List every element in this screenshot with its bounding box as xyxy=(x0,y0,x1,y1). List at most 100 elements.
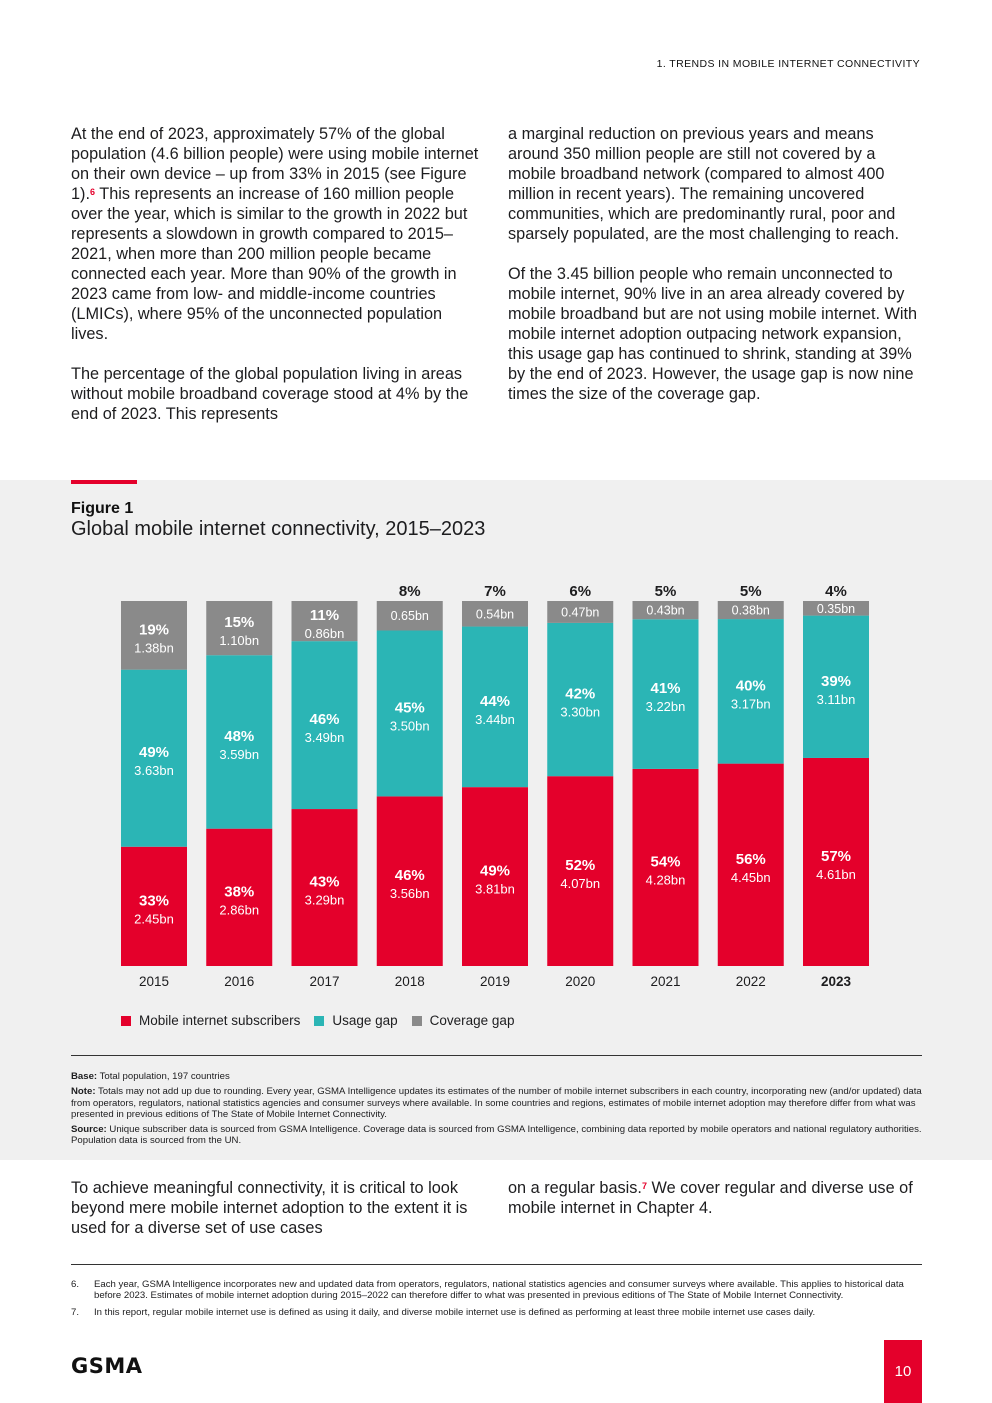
label-pct-0-2019: 49% xyxy=(480,863,510,880)
label-pct-2-2020: 6% xyxy=(569,583,591,600)
label-pct-1-2022: 40% xyxy=(736,677,766,694)
label-value-2-2023: 0.35bn xyxy=(817,602,855,616)
label-value-0-2015: 2.45bn xyxy=(134,911,174,926)
bar-usage-gap-2021 xyxy=(632,619,699,769)
bar-usage-gap-2019 xyxy=(462,626,528,788)
footnote-ref-7[interactable]: 7 xyxy=(641,1181,647,1191)
label-pct-2-2021: 5% xyxy=(655,583,677,600)
intro-paragraph-4: Of the 3.45 billion people who remain un… xyxy=(508,265,918,403)
legend-label-coverage-gap: Coverage gap xyxy=(429,1013,515,1028)
footnote-7: 7. In this report, regular mobile intern… xyxy=(71,1307,816,1318)
label-pct-0-2023: 57% xyxy=(821,848,851,865)
bar-usage-gap-2016 xyxy=(206,655,273,829)
outro-left-column: To achieve meaningful connectivity, it i… xyxy=(71,1178,481,1258)
legend-item-usage-gap: Usage gap xyxy=(314,1013,398,1028)
bar-usage-gap-2023 xyxy=(803,615,869,758)
label-pct-1-2020: 42% xyxy=(565,686,595,703)
label-value-2-2017: 0.86bn xyxy=(305,626,345,641)
label-pct-0-2022: 56% xyxy=(736,851,766,868)
intro-left-column: At the end of 2023, approximately 57% of… xyxy=(71,124,481,444)
label-value-2-2015: 1.38bn xyxy=(134,640,174,655)
label-pct-2-2023: 4% xyxy=(825,583,847,600)
figure-label: Figure 1 xyxy=(71,500,134,517)
label-value-0-2016: 2.86bn xyxy=(219,902,259,917)
label-pct-0-2020: 52% xyxy=(565,857,595,874)
bar-coverage-gap-2019 xyxy=(462,601,528,627)
label-value-2-2020: 0.47bn xyxy=(561,606,599,620)
label-pct-1-2017: 46% xyxy=(309,711,339,728)
bar-usage-gap-2015 xyxy=(121,669,187,847)
label-pct-0-2021: 54% xyxy=(650,853,680,870)
note-base: Base: Total population, 197 countries xyxy=(71,1071,230,1082)
outro-paragraph-right: on a regular basis.7 We cover regular an… xyxy=(508,1179,913,1217)
legend-label-subscribers: Mobile internet subscribers xyxy=(139,1013,301,1028)
x-tick-2018: 2018 xyxy=(395,974,425,989)
label-pct-2-2022: 5% xyxy=(740,583,762,600)
label-value-1-2018: 3.50bn xyxy=(390,718,430,733)
bar-mobile-internet-subscribers-2019 xyxy=(462,787,528,966)
intro-paragraph-3: a marginal reduction on previous years a… xyxy=(508,125,899,243)
label-value-0-2017: 3.29bn xyxy=(305,893,345,908)
label-pct-1-2023: 39% xyxy=(821,673,851,690)
bar-coverage-gap-2017 xyxy=(291,601,358,642)
label-value-2-2019: 0.54bn xyxy=(476,607,514,621)
x-tick-2017: 2017 xyxy=(309,974,339,989)
x-tick-2020: 2020 xyxy=(565,974,595,989)
x-tick-2015: 2015 xyxy=(139,974,169,989)
label-pct-0-2018: 46% xyxy=(395,867,425,884)
bar-mobile-internet-subscribers-2018 xyxy=(376,796,443,966)
legend-label-usage-gap: Usage gap xyxy=(332,1013,398,1028)
section-header: 1. TRENDS IN MOBILE INTERNET CONNECTIVIT… xyxy=(656,58,920,70)
label-pct-0-2016: 38% xyxy=(224,883,254,900)
label-value-1-2021: 3.22bn xyxy=(646,699,686,714)
footnote-6: 6. Each year, GSMA Intelligence incorpor… xyxy=(71,1279,904,1301)
label-value-1-2023: 3.11bn xyxy=(817,692,856,707)
label-pct-1-2018: 45% xyxy=(395,699,425,716)
intro-paragraph-2: The percentage of the global population … xyxy=(71,365,469,423)
intro-paragraph-1: At the end of 2023, approximately 57% of… xyxy=(71,125,479,343)
label-pct-0-2015: 33% xyxy=(139,892,169,909)
bar-coverage-gap-2020 xyxy=(547,601,614,623)
note-note: Note: Totals may not add up due to round… xyxy=(71,1086,922,1120)
accent-rule xyxy=(71,480,137,484)
label-pct-1-2015: 49% xyxy=(139,744,169,761)
label-pct-2-2016: 15% xyxy=(224,614,254,631)
label-value-0-2020: 4.07bn xyxy=(560,876,600,891)
bar-coverage-gap-2023 xyxy=(803,601,869,616)
legend-item-coverage-gap: Coverage gap xyxy=(411,1013,515,1028)
x-tick-2021: 2021 xyxy=(650,974,680,989)
outro-paragraph-left: To achieve meaningful connectivity, it i… xyxy=(71,1179,468,1237)
label-value-2-2021: 0.43bn xyxy=(646,604,684,618)
legend-item-subscribers: Mobile internet subscribers xyxy=(121,1013,300,1028)
bar-coverage-gap-2018 xyxy=(376,601,443,631)
bar-coverage-gap-2016 xyxy=(206,601,273,656)
bar-usage-gap-2017 xyxy=(291,641,358,810)
note-source: Source: Unique subscriber data is source… xyxy=(71,1124,922,1147)
legend-swatch-subscribers xyxy=(121,1015,131,1026)
page-number: 10 xyxy=(884,1340,922,1403)
bar-mobile-internet-subscribers-2016 xyxy=(206,828,273,966)
label-pct-2-2017: 11% xyxy=(310,607,339,624)
label-value-0-2019: 3.81bn xyxy=(475,882,515,897)
label-value-0-2022: 4.45bn xyxy=(731,870,771,885)
x-tick-2022: 2022 xyxy=(736,974,766,989)
footnote-ref-6[interactable]: 6 xyxy=(90,187,96,197)
label-pct-2-2015: 19% xyxy=(139,621,169,638)
label-pct-1-2019: 44% xyxy=(480,693,510,710)
bar-coverage-gap-2015 xyxy=(121,601,187,670)
bar-mobile-internet-subscribers-2020 xyxy=(547,776,614,966)
figure-title: Global mobile internet connectivity, 201… xyxy=(71,518,486,540)
bar-mobile-internet-subscribers-2022 xyxy=(717,763,784,966)
label-pct-0-2017: 43% xyxy=(309,874,339,891)
figure-notes: Base: Total population, 197 countries No… xyxy=(71,1071,922,1151)
label-value-1-2019: 3.44bn xyxy=(475,712,515,727)
label-value-2-2018: 0.65bn xyxy=(391,609,429,623)
label-value-0-2021: 4.28bn xyxy=(646,872,686,887)
label-value-0-2023: 4.61bn xyxy=(816,867,856,882)
label-value-2-2016: 1.10bn xyxy=(219,633,259,648)
figure-divider xyxy=(71,1055,922,1056)
bar-mobile-internet-subscribers-2017 xyxy=(291,809,358,966)
x-tick-2023: 2023 xyxy=(821,974,852,989)
label-value-1-2015: 3.63bn xyxy=(134,763,174,778)
bar-mobile-internet-subscribers-2021 xyxy=(632,768,699,966)
